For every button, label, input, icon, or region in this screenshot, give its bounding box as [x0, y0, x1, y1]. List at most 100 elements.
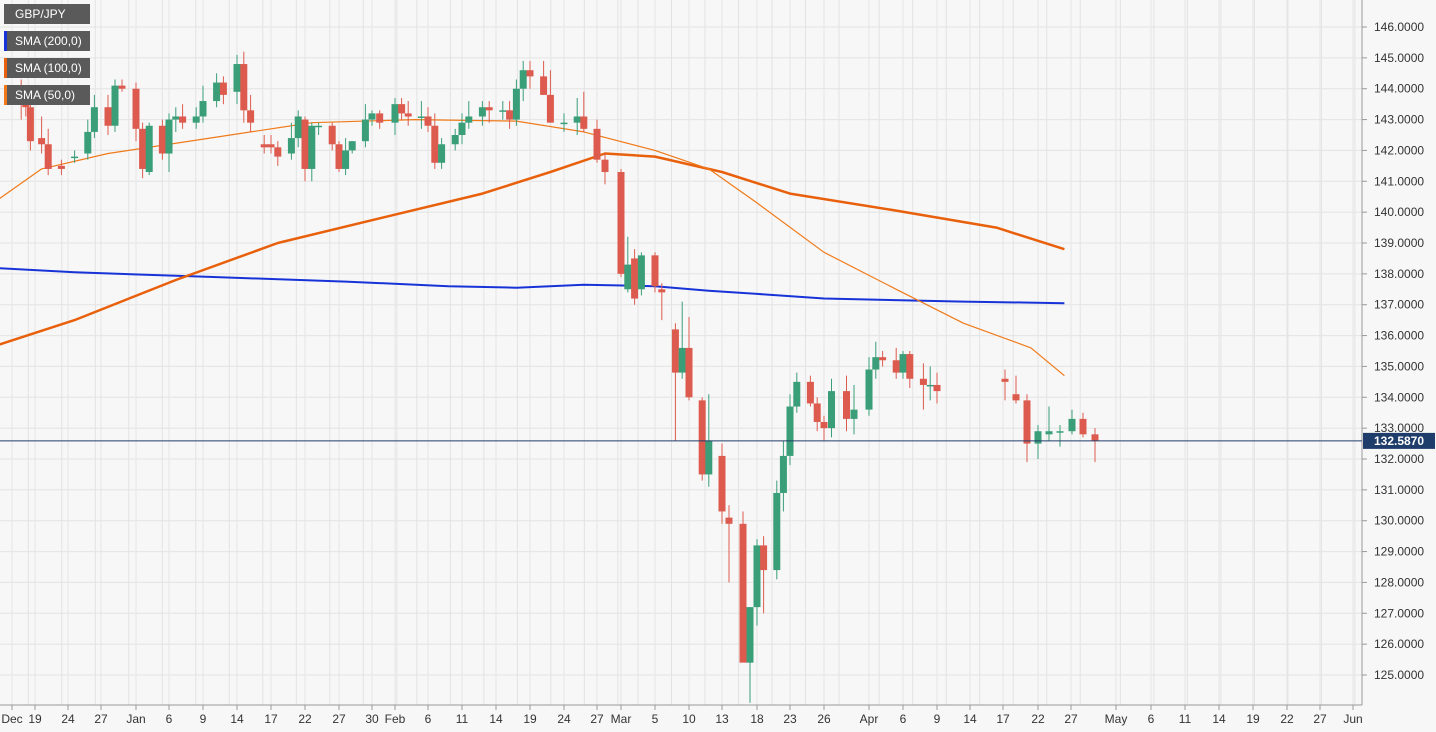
candle-body [624, 264, 632, 290]
candle-body [179, 116, 187, 123]
candle-body [342, 150, 350, 169]
legend-symbol-label: GBP/JPY [15, 7, 66, 21]
candle-body [820, 421, 828, 429]
x-tick-label: 14 [963, 712, 977, 726]
x-tick-label: 19 [523, 712, 537, 726]
candle-body [560, 122, 568, 125]
y-tick-label: 128.0000 [1374, 575, 1424, 589]
legend-symbol[interactable]: GBP/JPY [4, 4, 90, 24]
candle-body [879, 357, 887, 361]
candle-body [478, 107, 486, 117]
x-tick-label: 17 [996, 712, 1010, 726]
candle-body [1034, 431, 1042, 444]
candle-body [671, 329, 679, 373]
candle-body [335, 144, 343, 169]
candle-body [368, 113, 376, 120]
candle-body [240, 64, 248, 111]
x-tick-label: Feb [385, 712, 406, 726]
candle-body [828, 391, 835, 429]
y-tick-label: 132.0000 [1374, 452, 1424, 466]
candle-body [192, 116, 200, 123]
candle-body [165, 119, 173, 154]
candle-body [111, 85, 119, 126]
candle-body [698, 400, 706, 475]
candle-body [376, 113, 384, 123]
x-tick-label: 17 [264, 712, 278, 726]
candle-body [391, 104, 399, 123]
candle-body [328, 125, 336, 145]
candle-body [38, 138, 46, 145]
candle-body [361, 119, 369, 142]
candle-body [773, 492, 781, 571]
candle-body [90, 107, 98, 132]
y-tick-label: 125.0000 [1374, 668, 1424, 682]
y-tick-label: 139.0000 [1374, 236, 1424, 250]
legend-sma-50[interactable]: SMA (50,0) [4, 85, 90, 105]
candle-body [753, 545, 761, 608]
candle-body [26, 107, 34, 142]
candle-body [348, 141, 356, 151]
x-tick-label: 22 [298, 712, 312, 726]
candle-body [233, 64, 241, 92]
candle-body [718, 455, 726, 512]
x-tick-label: 22 [1031, 712, 1045, 726]
y-tick-label: 143.0000 [1374, 113, 1424, 127]
x-tick-label: 27 [94, 712, 108, 726]
candle-body [678, 347, 686, 373]
y-tick-label: 140.0000 [1374, 205, 1424, 219]
x-tick-label: 27 [590, 712, 604, 726]
candles [17, 51, 1099, 703]
candle-body [274, 147, 282, 157]
x-tick-label: 5 [652, 712, 659, 726]
legend-sma-100[interactable]: SMA (100,0) [4, 58, 90, 78]
x-tick-label: 6 [900, 712, 907, 726]
candle-body [739, 523, 747, 663]
x-tick-label: 9 [934, 712, 941, 726]
candle-body [301, 119, 309, 169]
x-tick-label: 30 [365, 712, 379, 726]
candle-body [899, 354, 907, 373]
candle-body [267, 144, 275, 148]
candle-body [892, 360, 900, 373]
x-tick-label: 11 [1179, 712, 1192, 726]
candle-body [651, 255, 659, 287]
candle-body [1091, 434, 1099, 441]
legend-sma-200-label: SMA (200,0) [15, 34, 82, 48]
candle-body [1001, 378, 1009, 382]
candle-body [519, 70, 527, 89]
x-tick-label: 27 [1313, 712, 1327, 726]
candle-body [631, 258, 639, 299]
candle-body [287, 138, 295, 154]
candle-body [308, 125, 316, 169]
candle-body [451, 135, 459, 145]
candle-body [1056, 431, 1064, 433]
candle-body [398, 104, 406, 114]
y-tick-label: 133.0000 [1374, 421, 1424, 435]
candle-body [104, 107, 112, 126]
x-tick-label: 14 [230, 712, 244, 726]
candle-body [404, 113, 412, 117]
candle-body [933, 384, 941, 392]
candle-body [793, 381, 801, 407]
x-tick-label: 14 [1212, 712, 1226, 726]
y-tick-label: 146.0000 [1374, 20, 1424, 34]
candle-body [294, 116, 302, 139]
x-tick-label: 19 [1246, 712, 1260, 726]
x-tick-label: 11 [456, 712, 469, 726]
legend: GBP/JPY SMA (200,0) SMA (100,0) SMA (50,… [4, 4, 90, 112]
y-tick-label: 131.0000 [1374, 483, 1424, 497]
candle-body [438, 144, 446, 163]
candle-body [1079, 418, 1087, 435]
candle-body [118, 85, 126, 89]
current-price-badge [1363, 432, 1435, 449]
x-tick-label: 26 [817, 712, 831, 726]
x-tick-label: 6 [166, 712, 173, 726]
legend-sma-200[interactable]: SMA (200,0) [4, 31, 90, 51]
candle-body [145, 125, 153, 173]
x-tick-label: 18 [750, 712, 764, 726]
y-tick-label: 129.0000 [1374, 545, 1424, 559]
candle-body [872, 357, 880, 370]
